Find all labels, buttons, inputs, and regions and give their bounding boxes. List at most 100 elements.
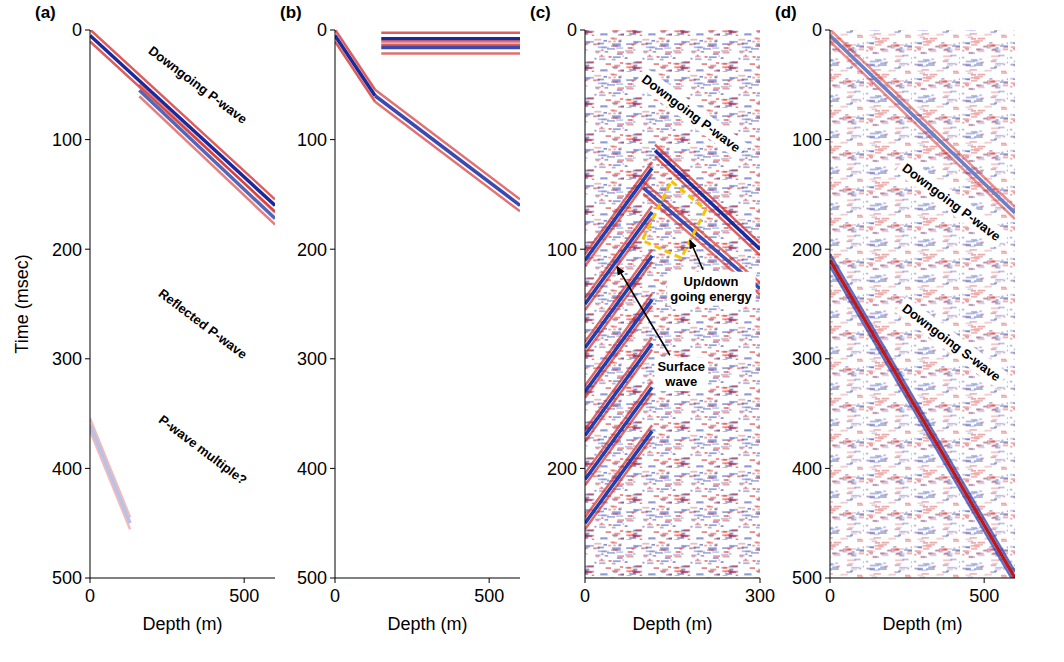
y-tick — [825, 30, 830, 31]
plot-area — [830, 30, 1015, 578]
plot-texture — [830, 30, 1015, 578]
highlight-box — [642, 181, 706, 258]
wave-event — [585, 212, 652, 304]
y-tick — [330, 139, 335, 140]
y-tick — [580, 249, 585, 250]
plot-area — [585, 145, 760, 530]
annotation-text: P-wave multiple? — [156, 412, 250, 488]
annotation-text: Reflected P-wave — [156, 286, 250, 362]
y-axis-title: Time (msec) — [12, 254, 32, 353]
annotation: P-wave multiple? — [151, 408, 254, 492]
plot-texture — [585, 30, 760, 578]
x-tick — [335, 578, 336, 583]
x-tick — [760, 578, 761, 583]
annotation: Reflected P-wave — [151, 282, 254, 366]
wave-event — [830, 260, 1015, 578]
x-tick — [244, 578, 245, 583]
annotation: Surfacewave — [654, 357, 708, 391]
annotation-text: Downgoing S-wave — [899, 301, 1003, 385]
annotation-arrow — [617, 267, 670, 355]
wavelet-side-lobe — [381, 52, 520, 55]
wave-event — [585, 300, 652, 392]
y-tick-label: 100 — [792, 130, 822, 150]
y-axis-line — [335, 30, 336, 578]
y-tick-label: 300 — [52, 349, 82, 369]
y-tick-label: 300 — [297, 349, 327, 369]
y-tick — [85, 358, 90, 359]
plot-area — [90, 30, 275, 529]
annotation-background — [141, 39, 254, 131]
plot-background — [335, 30, 520, 578]
wavelet-side-lobe — [585, 162, 652, 254]
x-axis-title: Depth (m) — [632, 614, 712, 634]
wavelet-side-lobe — [643, 182, 760, 283]
wave-event — [139, 90, 275, 218]
x-tick-label: 0 — [85, 586, 95, 606]
wavelet-side-lobe — [375, 102, 520, 212]
x-tick — [984, 578, 985, 583]
y-tick — [330, 358, 335, 359]
y-tick-label: 0 — [72, 20, 82, 40]
y-tick-label: 100 — [547, 240, 577, 260]
plot-background — [585, 30, 760, 578]
y-tick-label: 200 — [547, 459, 577, 479]
wave-event — [655, 151, 760, 250]
annotation-background — [654, 357, 708, 391]
x-axis-title: Depth (m) — [142, 614, 222, 634]
y-tick — [330, 30, 335, 31]
x-tick-label: 500 — [969, 586, 999, 606]
annotation: Downgoing P-wave — [141, 39, 254, 131]
plot-background — [830, 30, 1015, 578]
y-tick — [330, 468, 335, 469]
annotation-background — [667, 272, 755, 306]
y-tick — [85, 30, 90, 31]
y-tick-label: 500 — [792, 568, 822, 588]
annotation-line: Surface — [657, 359, 705, 374]
annotation-background — [151, 408, 254, 492]
wavelet-side-lobe — [335, 30, 375, 90]
y-tick — [85, 578, 90, 579]
wavelet-side-lobe — [375, 90, 520, 200]
figure: 01002003004005000500Depth (m)Time (msec)… — [0, 0, 1064, 662]
annotation-background — [895, 156, 1008, 248]
wavelet-side-lobe — [381, 32, 520, 35]
x-tick — [585, 578, 586, 583]
wavelet-side-lobe — [655, 145, 760, 244]
y-tick — [825, 249, 830, 250]
annotation-text: Downgoing P-wave — [639, 71, 743, 155]
x-tick — [90, 578, 91, 583]
x-tick-label: 500 — [474, 586, 504, 606]
wave-event — [381, 37, 520, 41]
wave-event — [585, 168, 652, 260]
annotation: Downgoing P-wave — [635, 67, 748, 159]
panel-letter: (d) — [775, 3, 797, 22]
annotation-text: Downgoing P-wave — [146, 43, 250, 127]
wavelet-side-lobe — [585, 206, 652, 298]
y-tick — [825, 578, 830, 579]
y-axis-line — [90, 30, 91, 578]
y-tick-label: 200 — [297, 240, 327, 260]
wave-event — [375, 96, 520, 206]
y-tick-label: 300 — [792, 349, 822, 369]
wavelet-side-lobe — [335, 41, 375, 101]
y-axis-line — [830, 30, 831, 578]
y-tick-label: 0 — [812, 20, 822, 40]
plot-area — [335, 30, 520, 211]
annotation-background — [895, 297, 1008, 389]
wave-event — [90, 425, 130, 524]
x-axis-line — [335, 578, 520, 579]
x-tick — [830, 578, 831, 583]
x-axis-line — [585, 578, 760, 579]
annotation-text: Surfacewave — [657, 359, 705, 389]
y-tick-label: 0 — [317, 20, 327, 40]
y-tick-label: 500 — [52, 568, 82, 588]
y-tick — [825, 468, 830, 469]
annotation-text: Downgoing P-wave — [899, 160, 1003, 244]
y-tick — [330, 578, 335, 579]
annotation-line: wave — [664, 374, 697, 389]
wavelet-side-lobe — [90, 431, 130, 530]
y-tick — [580, 468, 585, 469]
y-tick — [580, 30, 585, 31]
x-axis-title: Depth (m) — [882, 614, 962, 634]
wave-event — [585, 431, 652, 523]
